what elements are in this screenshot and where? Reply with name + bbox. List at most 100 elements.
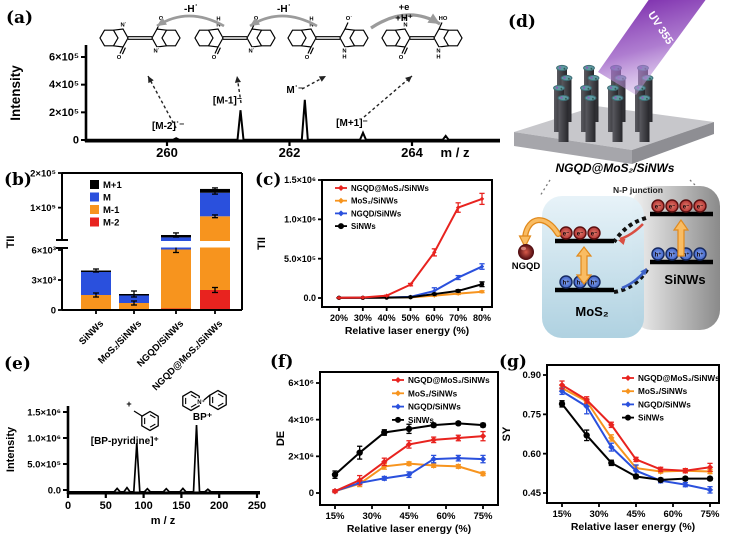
legend-swatch bbox=[90, 180, 99, 189]
hole-transfer-arrowhead bbox=[640, 268, 647, 276]
reaction-arrowhead bbox=[250, 17, 261, 26]
ngqd-speckle bbox=[649, 77, 651, 80]
zoom-connector bbox=[539, 179, 551, 197]
bar-segment bbox=[200, 290, 230, 310]
carrier-symbol: e⁻ bbox=[577, 231, 584, 237]
series-marker bbox=[455, 275, 461, 280]
legend-entry: NGQD/SiNWs bbox=[408, 403, 461, 412]
series-marker bbox=[608, 459, 615, 467]
carrier-symbol: h⁺ bbox=[577, 279, 584, 286]
ngqd-speckle bbox=[614, 87, 617, 90]
nanowire-top bbox=[587, 74, 600, 82]
benzene-ring bbox=[209, 389, 227, 411]
peak-label: [M-2]˙⁻ bbox=[152, 121, 185, 132]
y-tick-label: 6×10⁶ bbox=[288, 378, 314, 389]
junction-label: N-P junction bbox=[613, 185, 663, 195]
legend-entry: MoS₂/SiNWs bbox=[638, 387, 688, 396]
y-tick-label: 2×10⁶ bbox=[288, 452, 314, 463]
carrier-symbol: h⁺ bbox=[683, 251, 690, 258]
series-marker bbox=[479, 282, 485, 287]
carbonyl-bond bbox=[403, 47, 408, 55]
legend-swatch bbox=[90, 192, 99, 202]
y-tick-label: 0 bbox=[309, 488, 314, 499]
atom-label: H bbox=[342, 55, 346, 61]
pyrrole-ring bbox=[395, 28, 411, 48]
x-tick-label: 20% bbox=[330, 313, 348, 323]
ngqd-highlight bbox=[520, 246, 527, 251]
carrier-symbol: e⁻ bbox=[655, 204, 662, 210]
series-marker bbox=[479, 432, 487, 440]
carrier-symbol: e⁻ bbox=[563, 231, 570, 237]
spectrum-trace bbox=[69, 424, 260, 493]
y-axis-title: DE bbox=[275, 431, 287, 446]
atom-label: N˙ bbox=[248, 49, 254, 55]
atom-label: N bbox=[309, 23, 313, 29]
ngqd-speckle bbox=[646, 97, 648, 100]
series-marker bbox=[583, 432, 590, 439]
electron-icon bbox=[693, 199, 707, 213]
charge-label: + bbox=[126, 399, 131, 409]
panel-e: (e) 0.0 5.0×10⁵ 1.0×10⁶ 1.5×10⁶ 0 50 100 150 200… bbox=[0, 350, 268, 537]
carrier-symbol: h⁺ bbox=[669, 251, 676, 258]
x-tick-label: 45% bbox=[399, 511, 419, 522]
series-marker bbox=[381, 463, 388, 470]
peak-label: [BP-pyridine]⁺ bbox=[91, 436, 159, 447]
panel-d: (d) UV 355 nm NGQD@MoS₂/SiNWs N-P junction… bbox=[500, 0, 729, 350]
plot-frame bbox=[546, 364, 720, 504]
tii-stacked-bar-chart: 03×10³6×10³1×10⁵2×10⁵TIISiNWsMoS₂/SiNWsN… bbox=[5, 169, 243, 393]
ngqd-speckle bbox=[585, 66, 589, 69]
series-marker bbox=[625, 401, 631, 408]
x-tick-label: 80% bbox=[473, 313, 491, 323]
series-marker bbox=[706, 486, 714, 494]
y-tick-label: 0.90 bbox=[523, 370, 542, 381]
y-tick-label: 0 bbox=[73, 135, 79, 147]
y-tick-label: 0.45 bbox=[523, 488, 542, 499]
ngqd-speckle bbox=[587, 96, 590, 99]
pyrrole-ring bbox=[339, 28, 355, 48]
panel-label-a: (a) bbox=[6, 8, 34, 28]
benzene-ring bbox=[194, 29, 214, 47]
x-tick-label: 100 bbox=[134, 500, 152, 512]
series-marker bbox=[625, 375, 631, 381]
carbonyl-bond bbox=[438, 22, 443, 30]
bar-segment bbox=[81, 272, 111, 295]
legend-swatch bbox=[90, 205, 99, 214]
pyrrole-ring bbox=[246, 28, 262, 48]
panel-label-d: (d) bbox=[508, 12, 536, 32]
double-bond bbox=[149, 423, 156, 428]
panel-a: (a) 0 2×10⁵ 4×10⁵ 6×10⁵ 260 262 264 m / z Intens… bbox=[0, 0, 505, 168]
benzene-ring bbox=[99, 29, 119, 47]
series-marker bbox=[338, 185, 344, 191]
series-marker bbox=[625, 414, 631, 421]
series-marker bbox=[432, 250, 437, 255]
atom-label: H bbox=[403, 17, 407, 23]
carbonyl-bond bbox=[344, 22, 349, 30]
ngqd-speckle bbox=[619, 97, 621, 100]
nanowire-top bbox=[611, 94, 624, 102]
legend-entry: M+1 bbox=[103, 180, 122, 191]
bond bbox=[203, 394, 211, 401]
double-bond bbox=[217, 402, 224, 407]
y-tick-label: 0.0 bbox=[48, 486, 61, 497]
benzene-ring bbox=[182, 390, 200, 412]
ngqd-speckle bbox=[582, 86, 586, 89]
electron-transfer-arrowhead bbox=[618, 238, 626, 245]
legend-entry: SiNWs bbox=[408, 416, 434, 425]
atom-label: HO bbox=[439, 16, 448, 22]
x-tick-label: 250 bbox=[248, 500, 266, 512]
assignment-arrow bbox=[363, 75, 413, 118]
reaction-arrowhead bbox=[157, 17, 168, 26]
panel-g: (g) 15% 30% 45% 60% 75% 0.45 0.60 0.75 0.90 Relat… bbox=[497, 350, 729, 537]
atom-label: H bbox=[309, 17, 313, 23]
atom-label: O bbox=[399, 55, 404, 61]
pyrrole-ring bbox=[301, 28, 317, 48]
legend-entry: MoS₂/SiNWs bbox=[408, 389, 458, 398]
nanowire-top bbox=[580, 84, 592, 92]
x-tick-label: 15% bbox=[325, 511, 345, 522]
x-axis-title: Relative laser energy (%) bbox=[571, 521, 695, 533]
legend-entry: M bbox=[103, 193, 111, 204]
legend-swatch bbox=[90, 217, 99, 227]
panel-f: (f) 15% 30% 45% 60% 75% 0 2×10⁶ 4×10⁶ 6×10⁶ Relat… bbox=[268, 350, 500, 537]
nanowire-top bbox=[583, 64, 595, 72]
panel-b: (b) 0 3×10³ 6×10³ 1×10⁵ 2×10⁵ TII SiNWs MoS₂/Si… bbox=[0, 168, 250, 408]
